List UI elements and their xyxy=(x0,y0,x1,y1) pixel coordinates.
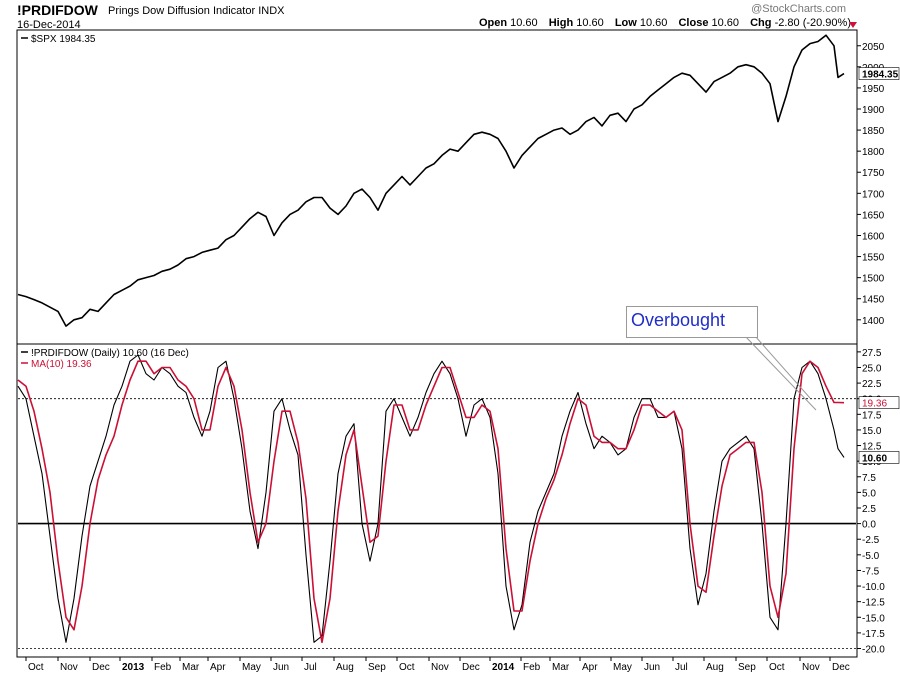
x-axis: Oct Nov Dec 2013 Feb Mar Apr May Jun Jul Aug Sep Oct… xyxy=(25,657,850,673)
symbol-title: !PRDIFDOW xyxy=(17,2,98,18)
diffusion-panel: -20.0 -17.5 -15.0 -12.5 -10.0 -7.5 -5.0 -2.5 0.0… xyxy=(17,348,900,656)
x-tick-label: Jun xyxy=(644,662,660,673)
spx-ytick-label: 1900 xyxy=(862,105,885,116)
overbought-label: Overbought xyxy=(631,310,726,330)
spx-legend-entry: $SPX 1984.35 xyxy=(31,34,96,45)
spx-ytick-label: 1950 xyxy=(862,84,885,95)
spx-ytick-label: 1650 xyxy=(862,210,885,221)
chart-date: 16-Dec-2014 xyxy=(17,19,81,31)
diffusion-ytick-label: -7.5 xyxy=(862,566,880,577)
x-tick-label: Dec xyxy=(462,662,480,673)
diffusion-series-main-line xyxy=(17,354,845,643)
high-label: High xyxy=(548,17,574,29)
spx-panel: 1400 1450 1500 1550 1600 1650 1700 1750 1800 1850… xyxy=(17,34,900,327)
bottom-panel-frame xyxy=(16,343,858,658)
diffusion-ytick-label: -12.5 xyxy=(862,598,885,609)
x-tick-label: Nov xyxy=(802,662,820,673)
diffusion-ytick-label: -5.0 xyxy=(862,551,880,562)
diffusion-legend-entry: !PRDIFDOW (Daily) 10.60 (16 Dec) xyxy=(31,348,189,359)
spx-ytick-label: 1750 xyxy=(862,168,885,179)
close-value: 10.60 xyxy=(711,17,740,29)
x-tick-label: Nov xyxy=(431,662,449,673)
exchange-label: INDX xyxy=(258,5,285,17)
diffusion-legend-entry: MA(10) 19.36 xyxy=(31,359,92,370)
diffusion-ytick-label: 12.5 xyxy=(862,442,882,453)
spx-value-tag-label: 1984.35 xyxy=(862,70,899,81)
diffusion-ytick-label: -10.0 xyxy=(862,582,885,593)
x-tick-label: Aug xyxy=(336,662,354,673)
overbought-callout: Overbought xyxy=(626,306,758,338)
spx-ytick-label: 1600 xyxy=(862,231,885,242)
diffusion-ytick-label: 5.0 xyxy=(862,488,876,499)
x-tick-label: May xyxy=(242,662,261,673)
spx-ytick-label: 2050 xyxy=(862,42,885,53)
spx-ytick-label: 1450 xyxy=(862,295,885,306)
top-panel-frame xyxy=(16,29,858,345)
diffusion-ytick-label: 17.5 xyxy=(862,410,882,421)
diffusion-ytick-label: 15.0 xyxy=(862,426,882,437)
spx-ytick-label: 1500 xyxy=(862,274,885,285)
spx-ytick-label: 1400 xyxy=(862,316,885,327)
low-label: Low xyxy=(614,17,637,29)
change-label: Chg xyxy=(750,17,772,29)
x-tick-label: Nov xyxy=(60,662,78,673)
x-tick-label: 2013 xyxy=(122,662,145,673)
open-value: 10.60 xyxy=(510,17,538,29)
indicator-name: Prings Dow Diffusion Indicator INDX xyxy=(108,5,285,17)
x-tick-label: May xyxy=(613,662,632,673)
low-value: 10.60 xyxy=(639,17,668,29)
diffusion-ytick-label: 27.5 xyxy=(862,348,882,359)
x-tick-label: Sep xyxy=(738,662,756,673)
x-tick-label: Mar xyxy=(552,662,570,673)
x-tick-label: Jul xyxy=(675,662,688,673)
diffusion-ytick-label: 7.5 xyxy=(862,473,876,484)
x-tick-label: Jul xyxy=(304,662,317,673)
open-label: Open xyxy=(478,17,508,29)
down-arrow-icon xyxy=(849,22,857,28)
diffusion-ytick-label: -17.5 xyxy=(862,629,885,640)
x-tick-label: Sep xyxy=(368,662,386,673)
indicator-full-name: Prings Dow Diffusion Indicator xyxy=(108,5,256,17)
spx-ytick-label: 1550 xyxy=(862,253,885,264)
watermark: @StockCharts.com xyxy=(751,3,846,15)
high-value: 10.60 xyxy=(576,17,604,29)
callout-pointer-1 xyxy=(754,335,811,399)
x-tick-label: Mar xyxy=(182,662,200,673)
diffusion-value-tag xyxy=(858,396,900,410)
diffusion-value-tag-label: 10.60 xyxy=(862,453,887,464)
x-tick-label: Apr xyxy=(210,662,226,673)
diffusion-ytick-label: 0.0 xyxy=(862,520,876,531)
diffusion-ytick-label: -2.5 xyxy=(862,535,880,546)
spx-ytick-label: 1850 xyxy=(862,126,885,137)
spx-ytick-label: 1800 xyxy=(862,147,885,158)
diffusion-ytick-label: 2.5 xyxy=(862,504,876,515)
ohlc-readout: Open 10.60 High 10.60 Low 10.60 Close 10… xyxy=(479,17,851,29)
x-tick-label: Feb xyxy=(154,662,172,673)
spx-series-main-line xyxy=(17,34,845,327)
x-tick-label: Dec xyxy=(92,662,110,673)
x-tick-label: 2014 xyxy=(492,662,515,673)
spx-ytick-label: 1700 xyxy=(862,189,885,200)
x-tick-label: Feb xyxy=(523,662,541,673)
diffusion-series-ma-line xyxy=(17,360,845,644)
diffusion-ytick-label: 25.0 xyxy=(862,363,882,374)
x-tick-label: Oct xyxy=(28,662,44,673)
x-tick-label: Oct xyxy=(769,662,785,673)
diffusion-ytick-label: 22.5 xyxy=(862,379,882,390)
x-tick-label: Dec xyxy=(832,662,850,673)
x-tick-label: Jun xyxy=(273,662,289,673)
diffusion-value-tag xyxy=(858,451,900,464)
diffusion-ytick-label: -20.0 xyxy=(862,645,885,656)
diffusion-value-tag-label: 19.36 xyxy=(862,399,887,410)
change-value: -2.80 (-20.90%) xyxy=(774,17,851,29)
x-tick-label: Apr xyxy=(582,662,598,673)
x-tick-label: Oct xyxy=(399,662,415,673)
close-label: Close xyxy=(678,17,709,29)
callout-pointer-2 xyxy=(744,335,817,411)
spx-value-tag xyxy=(858,67,900,80)
diffusion-ytick-label: -15.0 xyxy=(862,613,885,624)
x-tick-label: Aug xyxy=(706,662,724,673)
